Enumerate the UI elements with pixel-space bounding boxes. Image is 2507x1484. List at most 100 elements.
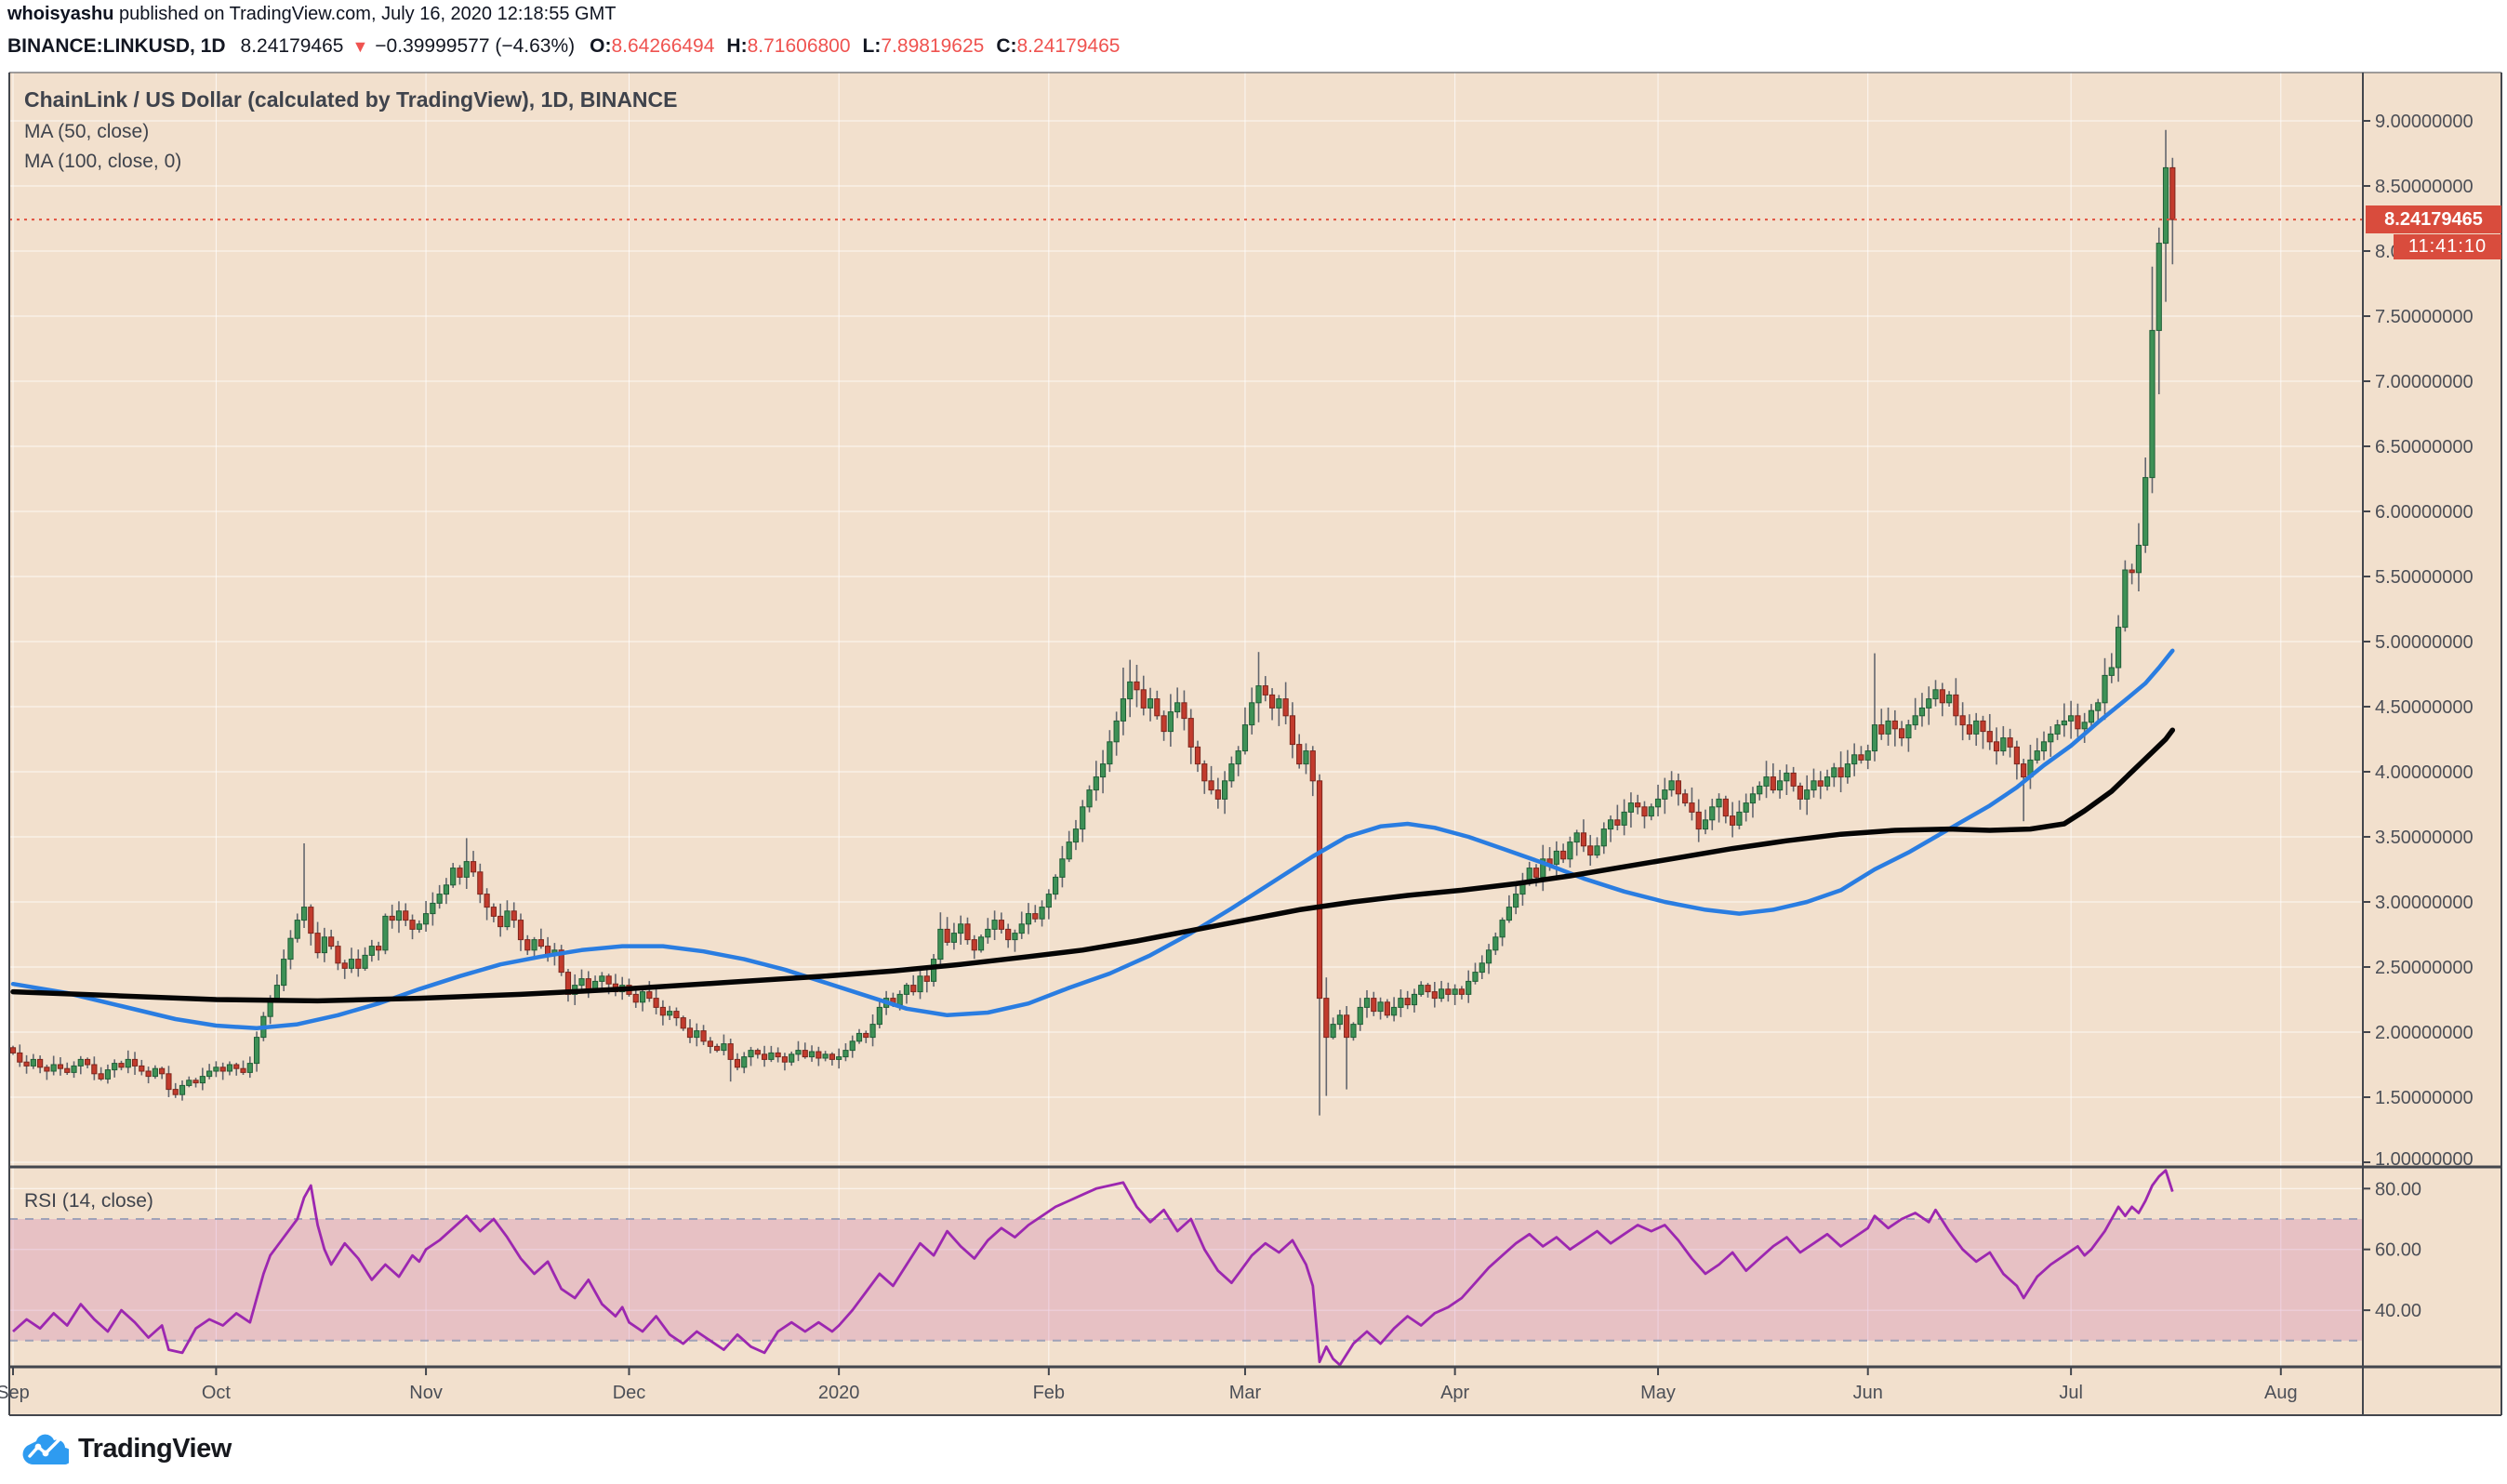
tradingview-logo[interactable]: TradingView [20,1428,232,1469]
candlestick [1844,763,1850,778]
candlestick [802,1050,808,1058]
high-value: 8.71606800 [747,35,851,57]
candlestick [903,985,910,995]
candlestick [1099,763,1107,778]
candlestick [1784,772,1790,782]
candlestick [1120,698,1127,722]
legend-title[interactable]: ChainLink / US Dollar (calculated by Tra… [24,87,678,112]
chart-legend: ChainLink / US Dollar (calculated by Tra… [24,87,678,180]
candlestick [1025,913,1032,925]
candlestick [1675,780,1681,795]
last-price: 8.24179465 [240,35,344,57]
candlestick [2013,746,2020,765]
candlestick [1174,702,1181,713]
candlestick [1059,858,1066,878]
candlestick [199,1076,206,1084]
rsi-tick-label: 80.00 [2375,1179,2421,1199]
candlestick [281,959,287,987]
candlestick [2048,733,2054,743]
candlestick [152,1067,158,1078]
candlestick [1811,780,1817,791]
candlestick [477,871,484,895]
candlestick [470,861,477,873]
candlestick [2021,763,2027,778]
candlestick [395,910,403,921]
candlestick [2061,720,2067,726]
candlestick [910,985,917,993]
candlestick [240,1067,246,1073]
time-axis-drag-zone[interactable] [9,1367,2363,1415]
candlestick [1573,832,1580,843]
close-label: C: [996,35,1017,57]
candlestick [1161,715,1167,733]
rsi-band [9,1219,2363,1341]
chart-frame [8,72,2502,1416]
candlestick [1668,780,1675,791]
candlestick [958,923,964,934]
candlestick [1567,841,1573,860]
candlestick [1824,776,1831,787]
legend-ma50[interactable]: MA (50, close) [24,121,150,142]
rsi-tick-label: 40.00 [2375,1301,2421,1321]
time-tick-label: Apr [1440,1383,1469,1403]
candlestick [1363,998,1371,1008]
candlestick [1763,776,1770,787]
candlestick [856,1032,863,1042]
chart-background [9,73,2501,1415]
candlestick [714,1045,721,1052]
candlestick [409,920,416,930]
price-axis-drag-zone[interactable] [2363,73,2501,1367]
rsi-legend[interactable]: RSI (14, close) [24,1190,153,1212]
candlestick [443,884,450,895]
candlestick [1053,876,1059,895]
candlestick [1871,724,1878,752]
candlestick [2068,715,2075,722]
candlestick [1371,998,1377,1013]
candlestick [376,946,382,951]
candlestick [253,1037,260,1065]
candlestick [118,1063,125,1068]
candlestick [1654,798,1662,808]
candlestick [1344,1014,1350,1039]
time-tick-label: Mar [1229,1383,1262,1403]
candlestick [2108,667,2115,676]
candlestick [639,991,646,1003]
candlestick [1939,689,1945,704]
candlestick [1235,750,1241,765]
legend-ma100[interactable]: MA (100, close, 0) [24,151,182,172]
candlestick [37,1058,44,1068]
candlestick [998,920,1004,930]
candlestick [1817,780,1824,787]
time-tick-label: Oct [202,1383,232,1403]
price-tick-label: 6.00000000 [2375,502,2474,523]
candlestick [2162,166,2169,245]
candlestick [44,1067,50,1072]
candlestick [355,959,362,969]
ma100-line [10,727,2176,1004]
candlestick [578,978,585,987]
candlestick [748,1050,754,1058]
price-tick-label: 2.00000000 [2375,1023,2474,1043]
candlestick [1431,991,1438,1000]
time-tick-label: Jun [1853,1383,1883,1403]
candlestick [1743,802,1749,813]
price-tick-label: 9.00000000 [2375,112,2474,132]
time-tick-label: May [1640,1383,1676,1403]
close-value: 8.24179465 [1016,35,1121,57]
candlestick [23,1061,30,1067]
candlestick [950,933,958,943]
candlestick [490,907,497,917]
candlestick [166,1073,172,1091]
candlestick [335,946,341,964]
candlestick [9,1047,17,1053]
candlestick [1330,1024,1336,1039]
candlestick [775,1052,781,1058]
candlestick [484,894,490,908]
candlestick [1580,832,1587,847]
candlestick [1404,998,1411,1006]
candlestick [1878,724,1885,735]
candlestick [1018,923,1025,934]
candlestick [2142,477,2149,546]
